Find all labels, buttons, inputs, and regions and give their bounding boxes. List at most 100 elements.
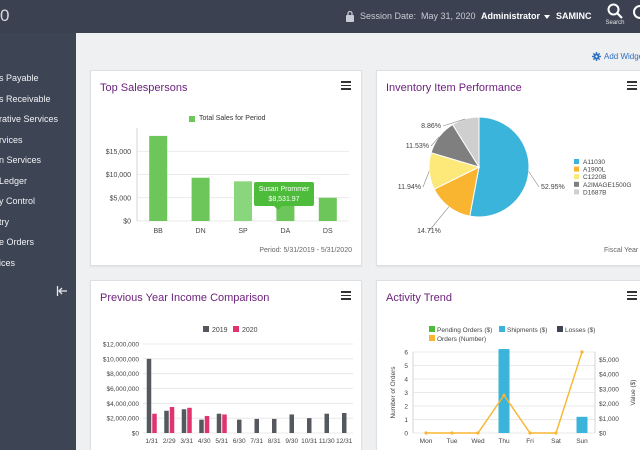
menu-icon[interactable]: [627, 81, 637, 91]
bar: [152, 413, 157, 433]
line-point: [450, 431, 454, 435]
activity-trend-widget: Activity Trend Pending Orders ($) Shipmen…: [376, 280, 640, 450]
y-right-tick-label: $3,000: [599, 386, 619, 393]
collapse-sidebar-icon[interactable]: [56, 285, 68, 297]
y-right-tick-label: $0: [599, 431, 607, 438]
line-point: [554, 431, 558, 435]
legend-label: Orders (Number): [437, 336, 486, 343]
gear-icon: [592, 52, 601, 61]
search-button[interactable]: Search: [602, 3, 628, 31]
menu-icon[interactable]: [341, 291, 351, 301]
sidebar-item-orders[interactable]: e Orders: [0, 237, 35, 247]
legend-label: D1687B: [583, 189, 607, 196]
user-name: Administrator: [481, 11, 541, 21]
y-tick-label: $5,000: [110, 195, 132, 202]
legend-swatch: [557, 326, 563, 332]
sidebar-item-entry[interactable]: try: [0, 217, 9, 227]
x-tick-label: Wed: [471, 438, 485, 445]
x-tick-label: 11/30: [319, 438, 335, 445]
y-tick-label: $6,000,000: [106, 386, 139, 393]
y-tick-label: $4,000,000: [106, 401, 139, 408]
legend-swatch: [499, 326, 505, 332]
y-right-axis-title: Value ($): [630, 380, 637, 406]
chevron-down-icon: [544, 14, 551, 19]
bar: [149, 135, 168, 221]
x-tick-label: 8/31: [268, 438, 281, 445]
help-button[interactable]: [630, 3, 640, 31]
y-tick-label: $0: [123, 219, 131, 226]
search-icon: [607, 3, 623, 19]
bar: [237, 419, 242, 433]
sidebar-item-accounts-payable[interactable]: s Payable: [0, 73, 39, 83]
x-tick-label: Fri: [526, 438, 534, 445]
sidebar-item-general-ledger[interactable]: Ledger: [0, 176, 28, 186]
legend-swatch: [429, 335, 435, 341]
y-tick-label: 2: [404, 404, 408, 411]
y-tick-label: 0: [404, 431, 408, 438]
y-tick-label: $10,000: [106, 172, 131, 179]
legend-label: 2019: [212, 327, 228, 334]
inventory-performance-widget: Inventory Item Performance 52.95% 14.71% 1…: [376, 70, 640, 266]
x-tick-label: 10/31: [301, 438, 318, 445]
sidebar-item-administrative-services[interactable]: rative Services: [0, 114, 59, 124]
x-tick-label: Tue: [447, 438, 458, 445]
bar: [576, 416, 588, 433]
y-tick-label: $2,000,000: [106, 416, 139, 423]
pie-value-label: 11.94%: [398, 184, 421, 191]
widget-title: Inventory Item Performance: [386, 82, 522, 94]
pie-value-label: 52.95%: [541, 184, 565, 191]
legend-swatch: [574, 166, 579, 172]
widget-title: Top Salespersons: [100, 82, 188, 94]
lock-icon: [346, 10, 354, 22]
y-tick-label: 3: [404, 390, 408, 397]
sidebar-item-services-2[interactable]: ices: [0, 258, 16, 268]
x-tick-label: 9/30: [285, 438, 298, 445]
line-point: [528, 431, 532, 435]
session-date-value: May 31, 2020: [421, 11, 476, 21]
pie-value-label: 8.86%: [421, 123, 441, 130]
x-tick-label: DS: [323, 228, 333, 235]
y-tick-label: 6: [404, 350, 408, 357]
menu-icon[interactable]: [627, 291, 637, 301]
legend-swatch: [233, 326, 239, 332]
inventory-pie-chart: 52.95% 14.71% 11.94% 11.53% 8.86% A11030A1900…: [398, 116, 631, 235]
x-tick-label: 12/31: [336, 438, 353, 445]
sidebar-item-inventory-control[interactable]: y Control: [0, 196, 36, 206]
line-point: [476, 431, 480, 435]
line-point: [502, 393, 506, 397]
company-selector[interactable]: SAMINC: [556, 11, 592, 21]
sales-bar-chart: $15,000 $10,000 $5,000 $0 BB DN SP DA DS Susan Pr…: [106, 128, 349, 235]
y-right-tick-label: $2,000: [599, 401, 619, 408]
income-comparison-widget: Previous Year Income Comparison 2019 2020…: [90, 280, 362, 450]
sidebar-item-n-services[interactable]: n Services: [0, 155, 42, 165]
bar: [169, 407, 175, 433]
tooltip-value: $8,531.97: [268, 196, 299, 203]
y-tick-label: $0: [132, 431, 140, 438]
fiscal-year-note: Fiscal Year: [604, 247, 639, 254]
sidebar-item-services[interactable]: rvices: [0, 135, 23, 145]
pie-leader-line: [430, 136, 440, 147]
menu-icon[interactable]: [341, 81, 351, 91]
y-axis-title: Number of Orders: [390, 366, 397, 419]
legend-swatch: [574, 159, 579, 164]
y-tick-label: 4: [404, 377, 408, 384]
user-menu[interactable]: Administrator: [481, 11, 551, 21]
line-point: [580, 350, 584, 354]
top-bar: 0 Session Date: May 31, 2020 Administrato…: [0, 0, 640, 33]
add-widget-button[interactable]: Add Widge: [592, 52, 640, 61]
x-tick-label: Mon: [420, 438, 433, 445]
bar: [199, 419, 204, 433]
sidebar-item-accounts-receivable[interactable]: s Receivable: [0, 94, 51, 104]
y-tick-label: $10,000,000: [103, 356, 140, 363]
y-right-tick-label: $5,000: [599, 357, 619, 364]
x-tick-label: DN: [196, 228, 206, 235]
x-tick-label: 3/31: [180, 438, 193, 445]
bar: [181, 409, 187, 433]
legend-swatch: [189, 115, 195, 122]
pie-value-label: 11.53%: [406, 143, 429, 150]
add-widget-label: Add Widge: [604, 52, 640, 61]
bar: [164, 410, 169, 433]
x-tick-label: Sun: [576, 438, 588, 445]
x-tick-label: 6/30: [233, 438, 246, 445]
bar: [272, 418, 277, 433]
